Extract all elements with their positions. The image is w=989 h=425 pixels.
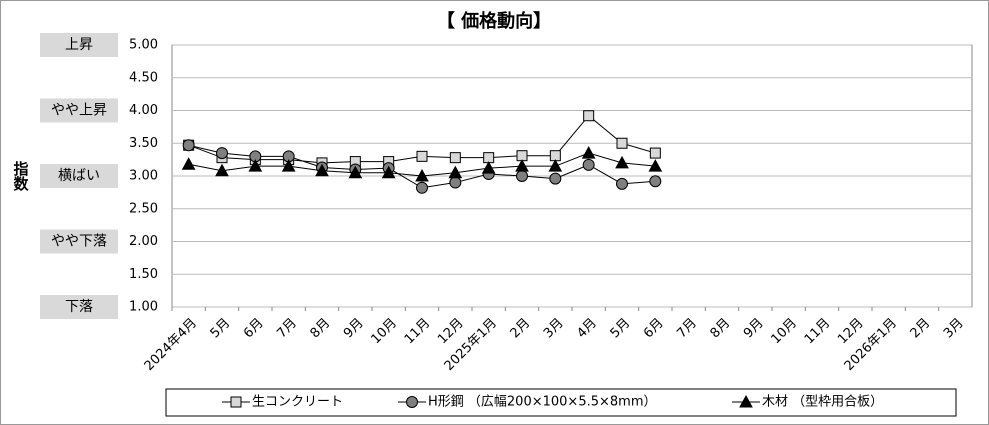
y-axis-label: 指数 [12,160,30,192]
marker [416,181,428,194]
marker [515,159,529,172]
level-label: 横ばい [58,168,100,184]
marker [616,137,628,149]
level-box [40,98,118,123]
marker [448,165,463,179]
legend-label: 生コンクリート [252,395,343,410]
marker [649,147,661,159]
marker [416,150,428,162]
legend-marker [739,394,753,408]
marker [616,177,628,190]
level-label: 下落 [65,299,93,315]
marker [449,152,461,164]
legend-label: H形鋼 （広幅200×100×5.5×8mm） [428,395,656,410]
marker [381,165,396,179]
marker [615,155,629,169]
marker [348,165,363,179]
marker [216,147,228,160]
legend-marker [230,396,242,408]
marker [281,159,296,172]
y-tick-label: 2.00 [129,234,158,249]
marker [181,157,196,170]
marker [649,175,662,188]
level-label: やや下落 [51,234,107,250]
legend-marker [406,396,418,408]
level-box [40,33,118,57]
level-box [40,295,118,319]
marker [315,163,329,177]
marker [248,159,263,172]
level-label: 上昇 [65,37,93,53]
marker [583,110,595,122]
marker [581,146,596,159]
legend-box [165,388,957,417]
chart-title: 【 価格動向】 [437,10,551,32]
marker [182,139,195,152]
level-box [40,164,118,188]
y-tick-label: 4.50 [129,70,158,85]
y-tick-label: 2.50 [129,201,158,216]
marker [582,158,595,171]
level-box [40,229,118,254]
y-tick-label: 1.50 [129,267,158,282]
marker [481,161,496,174]
level-label: やや上昇 [51,103,107,119]
marker [548,159,563,172]
y-tick-label: 1.00 [129,300,158,315]
marker [549,172,562,185]
y-tick-label: 5.00 [129,38,158,53]
marker [648,159,663,172]
y-tick-label: 3.50 [129,136,158,151]
marker [516,170,528,182]
y-tick-label: 3.00 [129,169,158,184]
marker [415,168,429,182]
marker [449,176,462,189]
marker [215,163,229,177]
y-tick-label: 4.00 [129,103,158,118]
legend-label: 木材 （型枠用合板） [762,395,883,410]
